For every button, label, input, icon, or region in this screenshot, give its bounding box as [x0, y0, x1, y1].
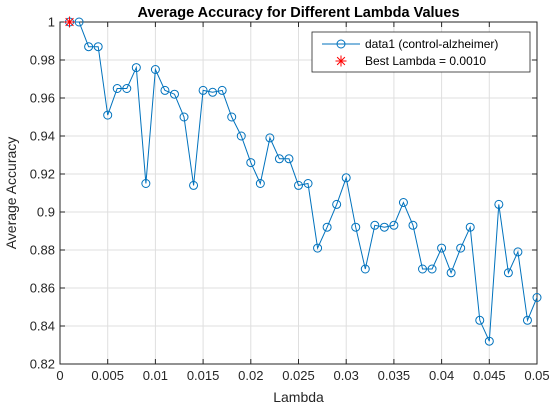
- data-point: [465, 222, 475, 232]
- data-point: [475, 315, 485, 325]
- chart-title: Average Accuracy for Different Lambda Va…: [137, 5, 459, 21]
- x-tick-label: 0.025: [282, 368, 315, 383]
- x-tick-label: 0: [56, 368, 63, 383]
- data-point: [503, 268, 513, 278]
- x-tick-label: 0.015: [187, 368, 220, 383]
- legend-marker-best-lambda: [335, 55, 347, 67]
- x-tick-label: 0.005: [91, 368, 124, 383]
- data-point: [227, 112, 237, 122]
- data-point: [208, 87, 218, 97]
- data-point: [313, 243, 323, 253]
- y-axis-label: Average Accuracy: [3, 137, 19, 250]
- legend-box: [311, 31, 531, 73]
- data-point: [236, 131, 246, 141]
- data-point: [494, 199, 504, 209]
- y-tick-label: 0.92: [30, 167, 55, 182]
- y-tick-label: 0.96: [30, 91, 55, 106]
- x-tick-label: 0.02: [238, 368, 263, 383]
- data-point: [427, 264, 437, 274]
- legend-label-data1: data1 (control-alzheimer): [365, 37, 498, 51]
- y-tick-label: 0.88: [30, 243, 55, 258]
- data-point: [84, 42, 94, 52]
- y-tick-label: 0.86: [30, 281, 55, 296]
- data-point: [74, 17, 84, 27]
- data-point: [418, 264, 428, 274]
- data-point: [294, 180, 303, 190]
- data-point: [284, 154, 294, 164]
- y-tick-label: 0.82: [30, 357, 55, 372]
- x-tick-label: 0.045: [473, 368, 506, 383]
- data-point: [351, 222, 361, 232]
- x-tick-label: 0.035: [378, 368, 411, 383]
- data-point: [532, 293, 542, 302]
- y-tick-label: 0.84: [30, 319, 55, 334]
- axis-ticks: 0 0.005 0.01 0.015 0.02 0.025 0.03 0.035 0.04 0.0…: [30, 15, 550, 384]
- y-tick-label: 0.9: [37, 205, 55, 220]
- data-point: [456, 243, 466, 253]
- data-point: [246, 158, 256, 168]
- data-point: [522, 315, 532, 325]
- data-point: [122, 84, 132, 93]
- data-point: [274, 154, 284, 164]
- data-point: [141, 179, 151, 188]
- data-point: [370, 220, 380, 230]
- x-tick-label: 0.03: [334, 368, 359, 383]
- data-point: [103, 110, 113, 120]
- data-point: [217, 85, 227, 95]
- best-lambda-marker: [64, 16, 76, 28]
- data-point: [160, 85, 170, 95]
- data-point: [513, 247, 523, 257]
- data-point: [150, 65, 160, 74]
- data-point: [398, 198, 408, 207]
- data-point: [189, 180, 199, 190]
- legend: data1 (control-alzheimer) Best Lambda = …: [311, 31, 531, 73]
- x-tick-label: 0.05: [524, 368, 549, 383]
- y-tick-label: 1: [48, 15, 55, 30]
- data-point: [341, 173, 351, 183]
- data-point: [93, 42, 103, 52]
- data-point: [322, 222, 332, 232]
- data-point: [408, 220, 418, 230]
- y-tick-label: 0.98: [30, 53, 55, 68]
- data-point: [437, 243, 447, 253]
- legend-marker-data1: [336, 39, 346, 49]
- data-point: [169, 89, 179, 99]
- legend-label-best-lambda: Best Lambda = 0.0010: [365, 54, 486, 68]
- x-tick-label: 0.01: [143, 368, 168, 383]
- data-point: [131, 63, 141, 73]
- data-point: [332, 199, 342, 209]
- data-point: [446, 268, 456, 278]
- data-point: [360, 264, 370, 274]
- data-point: [389, 220, 399, 230]
- plot-series: [64, 16, 542, 346]
- x-tick-label: 0.04: [429, 368, 454, 383]
- legend-asterisk: [335, 55, 347, 67]
- data-point: [112, 84, 122, 93]
- data-point: [379, 222, 389, 232]
- y-tick-label: 0.94: [30, 129, 55, 144]
- data-point: [303, 179, 313, 188]
- data-point: [484, 336, 494, 346]
- data-point: [179, 112, 189, 122]
- data-point: [265, 133, 275, 143]
- data-point: [198, 85, 208, 95]
- x-axis-label: Lambda: [273, 389, 324, 405]
- data-point: [255, 179, 265, 188]
